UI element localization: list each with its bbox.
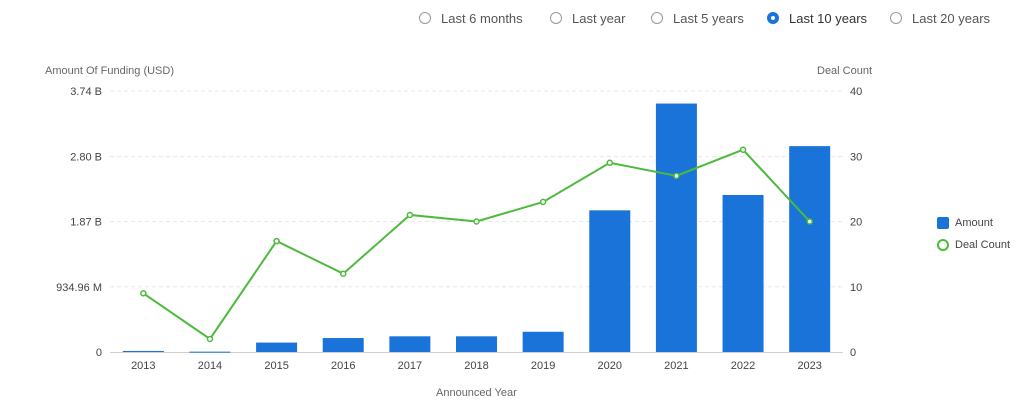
bar-amount — [123, 351, 164, 352]
y-tick-label: 3.74 B — [70, 86, 102, 98]
deal-count-point — [541, 199, 546, 204]
deal-count-point — [607, 160, 612, 165]
x-tick-label: 2019 — [531, 360, 555, 372]
bar-amount — [256, 343, 297, 352]
bar-amount — [323, 338, 364, 352]
y2-tick-label: 10 — [850, 282, 862, 294]
legend-label: Deal Count — [955, 239, 1010, 251]
y-tick-label: 0 — [96, 347, 102, 359]
x-tick-label: 2013 — [131, 360, 155, 372]
x-tick-label: 2023 — [797, 360, 821, 372]
bar-amount — [723, 195, 764, 352]
x-tick-label: 2015 — [264, 360, 288, 372]
deal-count-point — [807, 219, 812, 224]
y2-tick-label: 30 — [850, 151, 862, 163]
legend-item-amount[interactable]: Amount — [937, 212, 1010, 234]
bar-amount — [589, 210, 630, 352]
legend-item-deal-count[interactable]: Deal Count — [937, 234, 1010, 256]
x-tick-label: 2017 — [398, 360, 422, 372]
deal-count-point — [207, 336, 212, 341]
x-tick-label: 2014 — [198, 360, 222, 372]
bar-amount — [656, 104, 697, 352]
deal-count-point — [741, 147, 746, 152]
deal-count-point — [341, 271, 346, 276]
bar-amount — [523, 332, 564, 352]
y2-tick-label: 20 — [850, 217, 862, 229]
deal-count-point — [674, 173, 679, 178]
legend-label: Amount — [955, 217, 993, 229]
bar-amount — [189, 352, 230, 353]
y-tick-label: 2.80 B — [70, 152, 102, 164]
legend: Amount Deal Count — [937, 212, 1010, 256]
bar-amount — [789, 146, 830, 352]
y-tick-label: 1.87 B — [70, 217, 102, 229]
deal-count-point — [407, 212, 412, 217]
deal-count-line — [143, 150, 809, 339]
legend-swatch-deal-count — [937, 239, 949, 251]
deal-count-point — [274, 239, 279, 244]
y2-tick-label: 40 — [850, 86, 862, 98]
x-tick-label: 2020 — [598, 360, 622, 372]
x-tick-label: 2021 — [664, 360, 688, 372]
x-tick-label: 2022 — [731, 360, 755, 372]
deal-count-point — [141, 291, 146, 296]
bar-amount — [389, 336, 430, 352]
y2-tick-label: 0 — [850, 347, 856, 359]
x-tick-label: 2016 — [331, 360, 355, 372]
x-tick-label: 2018 — [464, 360, 488, 372]
y-tick-label: 934.96 M — [56, 282, 102, 294]
bar-amount — [456, 336, 497, 352]
deal-count-point — [474, 219, 479, 224]
legend-swatch-amount — [937, 217, 949, 229]
